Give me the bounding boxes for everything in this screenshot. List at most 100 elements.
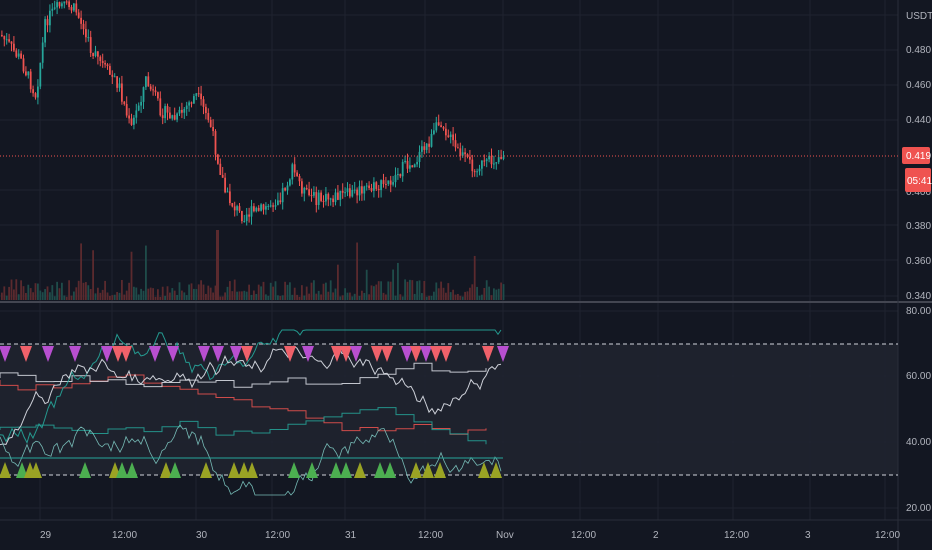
candle-body bbox=[133, 117, 135, 125]
price-pane-bg[interactable] bbox=[0, 0, 898, 300]
volume-bar bbox=[454, 294, 457, 300]
time-label: 3 bbox=[805, 530, 811, 541]
volume-bar bbox=[397, 262, 399, 300]
buy-marker-icon bbox=[384, 462, 396, 478]
candle-body bbox=[171, 115, 174, 119]
volume-bar bbox=[77, 280, 80, 300]
indicator-tick: 40.00 bbox=[906, 437, 931, 448]
indicator-step-teal bbox=[0, 407, 487, 445]
volume-bar bbox=[293, 287, 296, 300]
volume-bar bbox=[82, 282, 85, 300]
volume-bar bbox=[80, 243, 82, 300]
candle-body bbox=[344, 192, 346, 194]
time-label: 12:00 bbox=[875, 530, 900, 541]
volume-bar bbox=[339, 296, 342, 300]
candle-body bbox=[87, 37, 90, 39]
candle-body bbox=[243, 221, 246, 223]
price-axis[interactable]: USDT 0.480 0.460 0.440 0.400 0.380 0.360… bbox=[902, 11, 932, 302]
volume-bar bbox=[382, 292, 385, 300]
volume-bar bbox=[267, 295, 270, 300]
candle-body bbox=[1, 35, 3, 37]
volume-bar bbox=[277, 295, 279, 300]
candle-body bbox=[140, 101, 142, 106]
volume-bar bbox=[476, 286, 478, 300]
volume-bar bbox=[363, 292, 366, 300]
candle-body bbox=[166, 106, 169, 113]
candle-body bbox=[449, 134, 452, 138]
volume-bar bbox=[502, 284, 505, 300]
sell-marker-icon bbox=[0, 346, 11, 362]
volume-bar bbox=[265, 294, 267, 300]
candle-body bbox=[253, 206, 255, 212]
candle-body bbox=[121, 83, 123, 102]
volume-bar bbox=[490, 295, 493, 300]
time-axis[interactable]: 29 12:00 30 12:00 31 12:00 Nov 12:00 2 1… bbox=[40, 530, 900, 541]
volume-bar bbox=[101, 289, 104, 300]
volume-bar bbox=[157, 289, 159, 300]
candle-body bbox=[365, 185, 368, 187]
volume-bar bbox=[308, 293, 310, 300]
volume-bar bbox=[46, 286, 49, 300]
candle-body bbox=[397, 174, 399, 176]
sell-marker-icon bbox=[198, 346, 210, 362]
candle-body bbox=[394, 174, 397, 183]
candle-body bbox=[183, 109, 186, 113]
volume-bar bbox=[142, 290, 145, 300]
volume-bar bbox=[202, 284, 205, 300]
volume-bar bbox=[296, 294, 298, 300]
indicator-axis[interactable]: 80.00 60.00 40.00 20.00 bbox=[906, 306, 931, 514]
last-price-tag bbox=[902, 147, 930, 164]
volume-bar bbox=[75, 287, 78, 300]
volume-bar bbox=[485, 280, 488, 300]
volume-bar bbox=[473, 255, 476, 300]
volume-bar bbox=[411, 280, 414, 300]
candle-body bbox=[274, 205, 277, 207]
volume-bar bbox=[394, 295, 397, 300]
indicator-tick: 20.00 bbox=[906, 503, 931, 514]
sell-marker-icon bbox=[149, 346, 161, 362]
buy-marker-icon bbox=[30, 462, 42, 478]
candle-body bbox=[113, 76, 116, 78]
candle-body bbox=[389, 180, 392, 185]
volume-bar bbox=[500, 282, 502, 300]
buy-marker-icon bbox=[330, 462, 342, 478]
time-label: Nov bbox=[496, 530, 514, 541]
volume-bar bbox=[243, 290, 246, 300]
volume-bar bbox=[20, 280, 22, 300]
volume-bar bbox=[377, 281, 380, 300]
buy-marker-icon bbox=[116, 462, 128, 478]
candle-body bbox=[80, 17, 82, 24]
sell-marker-icon bbox=[420, 346, 432, 362]
sell-marker-icon bbox=[331, 346, 343, 362]
candle-body bbox=[197, 93, 200, 95]
candle-body bbox=[56, 2, 58, 8]
candle-body bbox=[452, 134, 454, 141]
volume-bar bbox=[166, 286, 169, 300]
candle-body bbox=[457, 147, 459, 149]
candle-body bbox=[22, 58, 25, 72]
sell-marker-icon bbox=[112, 346, 124, 362]
volume-bar bbox=[207, 285, 210, 300]
sell-marker-icon bbox=[120, 346, 132, 362]
candle-body bbox=[82, 23, 85, 30]
candle-body bbox=[58, 2, 61, 7]
candle-body bbox=[29, 71, 32, 90]
volume-bar bbox=[409, 279, 411, 300]
candle-body bbox=[279, 200, 282, 203]
candle-body bbox=[164, 106, 166, 119]
volume-bar bbox=[289, 282, 291, 300]
candle-body bbox=[459, 148, 462, 156]
candle-body bbox=[265, 206, 267, 210]
sell-marker-icon bbox=[430, 346, 442, 362]
volume-bar bbox=[255, 293, 258, 300]
volume-bar bbox=[334, 288, 337, 300]
price-tick: 0.340 bbox=[906, 291, 931, 302]
volume-bar bbox=[214, 285, 217, 300]
volume-bar bbox=[73, 291, 75, 300]
candlestick-series[interactable] bbox=[1, 0, 505, 226]
candle-body bbox=[296, 172, 298, 176]
candle-body bbox=[497, 157, 500, 163]
volume-bar bbox=[145, 245, 147, 300]
sell-marker-icon bbox=[340, 346, 352, 362]
